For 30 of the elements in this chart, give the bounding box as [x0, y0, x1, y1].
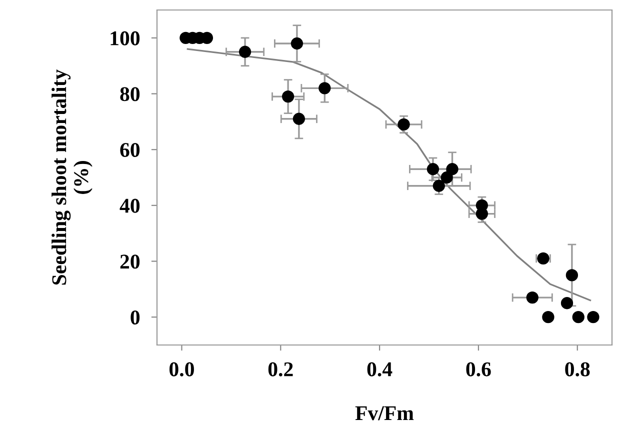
point	[572, 311, 584, 324]
point	[292, 112, 306, 125]
x-tick-label: 0.2	[268, 362, 293, 376]
point	[446, 163, 458, 176]
point	[566, 269, 578, 282]
y-axis-title: Seedling shoot mortality (%)	[52, 69, 92, 285]
point	[318, 82, 331, 94]
point	[282, 90, 294, 103]
point	[542, 311, 554, 324]
y-tick-label: 0	[130, 310, 140, 325]
point	[587, 311, 600, 324]
point	[560, 297, 574, 310]
point	[440, 171, 453, 184]
y-tick-label: 40	[120, 198, 140, 213]
point	[238, 46, 252, 58]
x-tick-label: 0.4	[367, 362, 392, 376]
point	[432, 180, 445, 192]
x-tick-label: 0.0	[170, 362, 194, 376]
point	[398, 118, 410, 131]
point	[290, 37, 304, 50]
x-tick-label: 0.6	[466, 362, 491, 376]
point	[426, 163, 440, 176]
x-axis-title: Fv/Fm	[355, 406, 414, 420]
point	[526, 291, 538, 304]
x-tick-label: 0.8	[565, 362, 590, 376]
y-tick-label: 20	[120, 254, 140, 269]
y-tick-label: 80	[120, 87, 140, 102]
y-tick-label: 60	[120, 142, 140, 158]
line-series	[186, 48, 592, 302]
y-tick-label: 100	[110, 31, 140, 46]
